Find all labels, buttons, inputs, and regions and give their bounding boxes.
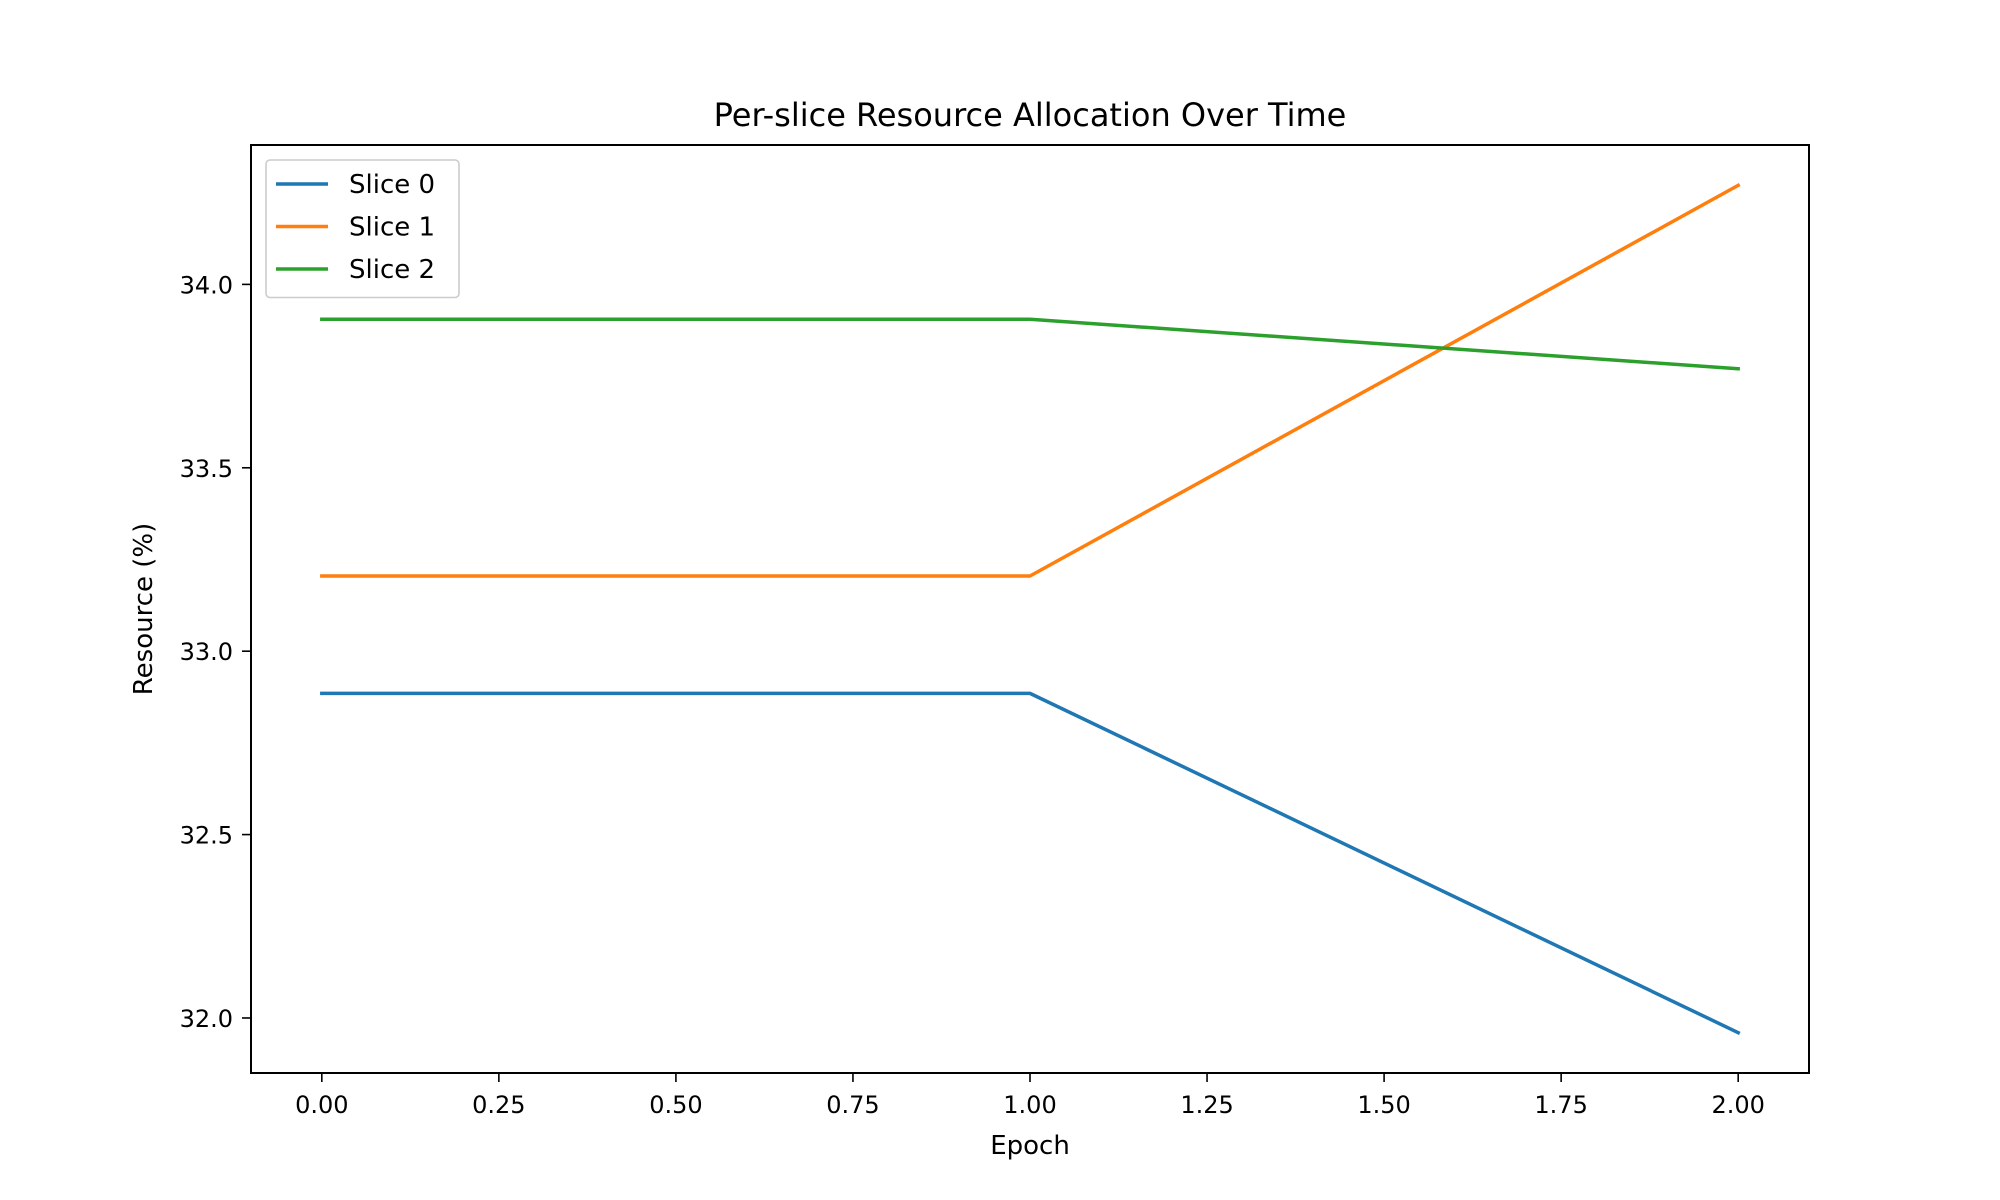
x-tick-label: 0.25 [472,1091,525,1119]
y-tick-label: 32.0 [180,1005,233,1033]
x-tick-label: 1.00 [1003,1091,1056,1119]
legend: Slice 0 Slice 1 Slice 2 [265,159,460,299]
x-axis-title: Epoch [990,1131,1070,1161]
y-tick-label: 32.5 [180,822,233,850]
y-axis-title: Resource (%) [129,523,159,696]
x-tick-label: 0.75 [826,1091,879,1119]
chart-title: Per-slice Resource Allocation Over Time [714,96,1347,134]
y-tick-label: 33.0 [180,638,233,666]
y-tick-label: 34.0 [180,271,233,299]
series-line-slice-0 [320,691,1741,1035]
x-tick-label: 1.25 [1180,1091,1233,1119]
plot-frame [250,144,1810,1074]
plot-area: 0.00 0.25 0.50 0.75 1.00 1.25 1.50 1.75 2.00 32.0… [180,144,1810,1119]
legend-label-slice-0: Slice 0 [349,170,435,200]
series-line-slice-1 [320,182,1741,578]
legend-box [265,159,460,299]
legend-label-slice-2: Slice 2 [349,255,435,285]
series-line-slice-2 [320,317,1741,371]
x-tick-label: 2.00 [1711,1091,1764,1119]
y-tick-label: 33.5 [180,455,233,483]
x-tick-label: 0.00 [295,1091,348,1119]
x-tick-label: 0.50 [649,1091,702,1119]
x-tick-label: 1.75 [1534,1091,1587,1119]
x-tick-label: 1.50 [1357,1091,1410,1119]
legend-label-slice-1: Slice 1 [349,213,435,243]
